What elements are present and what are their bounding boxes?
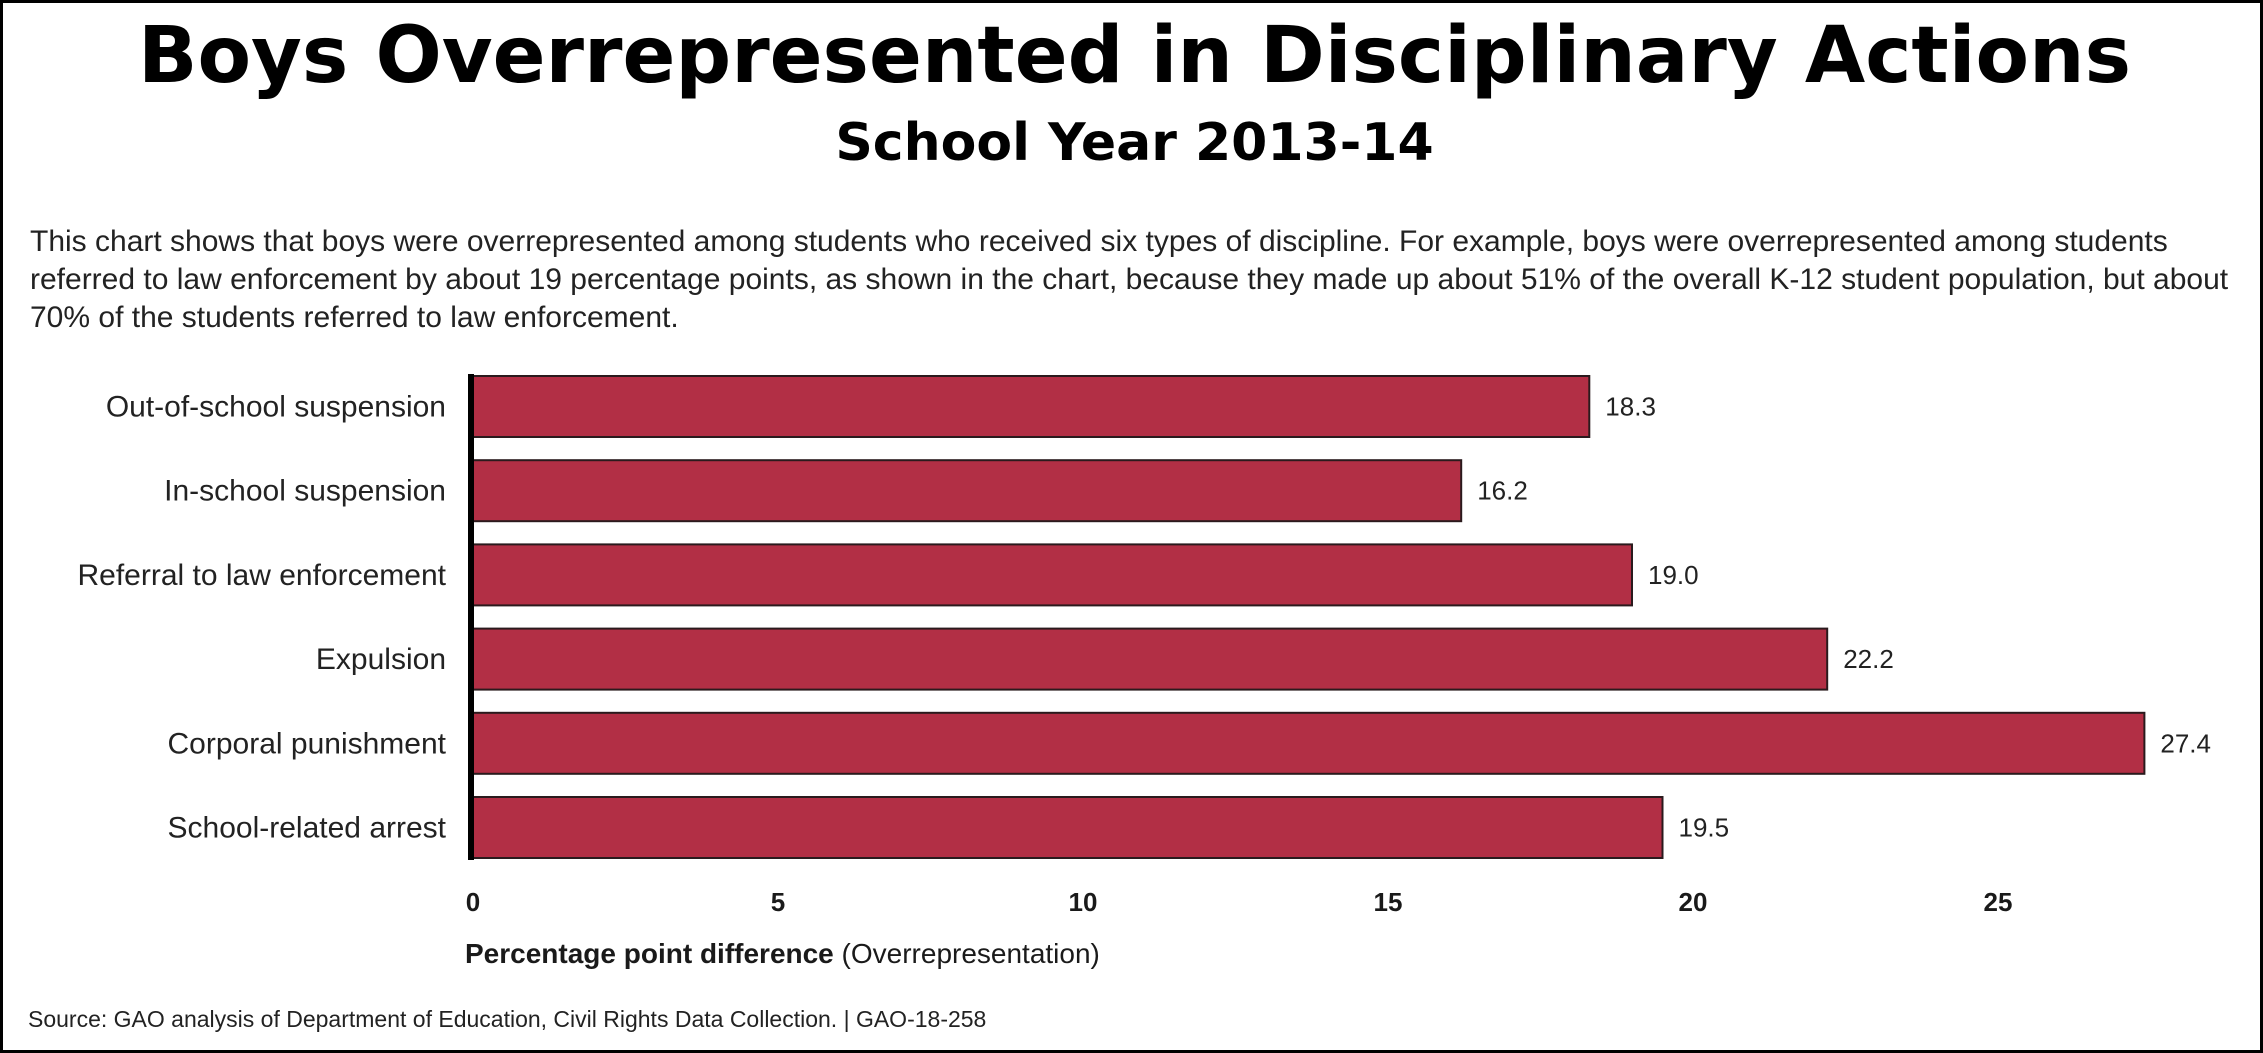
x-tick-label-3: 15	[1374, 887, 1403, 917]
bars-layer	[472, 375, 2146, 859]
bar-2	[472, 543, 1633, 607]
category-label-4: Corporal punishment	[168, 727, 447, 760]
chart-subtitle: School Year 2013-14	[835, 113, 1434, 173]
category-label-5: School-related arrest	[168, 812, 447, 845]
bar-chart: Out-of-school suspension In-school suspen…	[78, 374, 2211, 917]
value-labels-layer: 18.3 16.2 19.0 22.2 27.4 19.5	[1477, 392, 2211, 843]
category-label-0: Out-of-school suspension	[106, 391, 446, 424]
value-label-1: 16.2	[1477, 476, 1528, 506]
source-note: Source: GAO analysis of Department of Ed…	[28, 1006, 987, 1032]
x-axis-title: Percentage point difference (Overreprese…	[465, 938, 1100, 970]
x-tick-label-2: 10	[1069, 887, 1098, 917]
x-tick-label-5: 25	[1984, 887, 2013, 917]
value-label-3: 22.2	[1843, 644, 1894, 674]
value-label-2: 19.0	[1648, 560, 1699, 590]
x-axis-title-bold: Percentage point difference	[465, 938, 834, 969]
value-label-5: 19.5	[1679, 813, 1730, 843]
category-label-3: Expulsion	[316, 643, 446, 676]
bar-4	[472, 711, 2146, 775]
value-label-0: 18.3	[1605, 392, 1656, 422]
x-ticks-layer: 0 5 10 15 20 25	[466, 887, 2013, 917]
bar-1	[472, 459, 1463, 523]
x-tick-label-0: 0	[466, 887, 480, 917]
bar-0	[472, 375, 1591, 438]
chart-description: This chart shows that boys were overrepr…	[30, 225, 2229, 334]
category-label-2: Referral to law enforcement	[78, 559, 447, 592]
x-tick-label-4: 20	[1679, 887, 1708, 917]
chart-title: Boys Overrepresented in Disciplinary Act…	[138, 11, 2131, 101]
value-label-4: 27.4	[2160, 728, 2211, 758]
bar-3	[472, 627, 1829, 691]
bar-5	[472, 796, 1664, 859]
category-label-1: In-school suspension	[164, 475, 446, 508]
x-tick-label-1: 5	[771, 887, 785, 917]
x-axis-title-rest: (Overrepresentation)	[833, 938, 1100, 969]
category-labels-layer: Out-of-school suspension In-school suspen…	[78, 391, 447, 845]
